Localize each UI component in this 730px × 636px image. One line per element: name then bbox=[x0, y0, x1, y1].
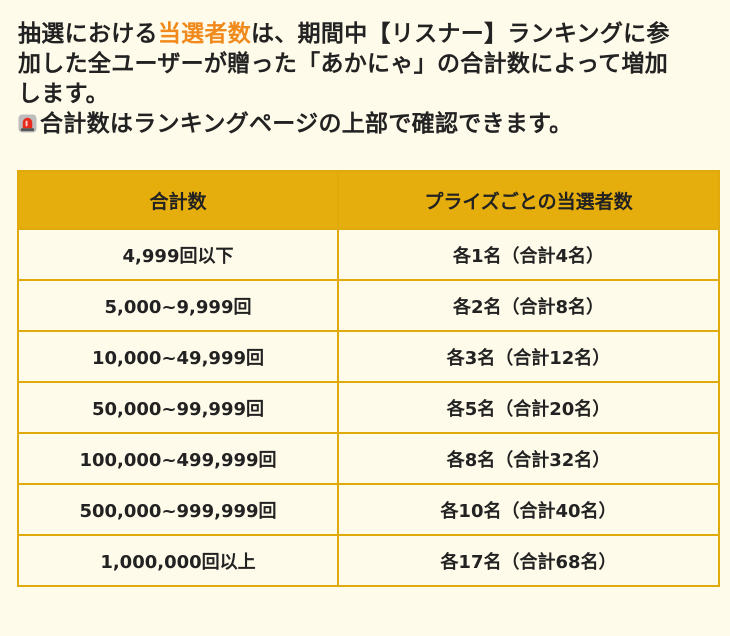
intro-line-1-pre: 抽選における bbox=[18, 21, 158, 47]
intro-line-1: 抽選における当選者数は、期間中【リスナー】ランキングに参 bbox=[18, 19, 723, 49]
ranking-note-text: 合計数はランキングページの上部で確認できます。 bbox=[40, 111, 573, 137]
intro-line-1-post: は、期間中【リスナー】ランキングに参 bbox=[251, 21, 670, 47]
winners-cell: 各5名（合計20名） bbox=[337, 381, 720, 434]
ranking-note: 合計数はランキングページの上部で確認できます。 bbox=[18, 109, 723, 139]
total-count-cell: 1,000,000回以上 bbox=[17, 534, 339, 587]
winners-table: 合計数 プライズごとの当選者数 4,999回以下 各1名（合計4名） 5,000… bbox=[17, 170, 720, 587]
intro-line-2: 加した全ユーザーが贈った「あかにゃ」の合計数によって増加 bbox=[18, 51, 669, 77]
winners-cell: 各3名（合計12名） bbox=[337, 330, 720, 383]
table-row: 5,000~9,999回 各2名（合計8名） bbox=[17, 279, 720, 332]
total-count-cell: 5,000~9,999回 bbox=[17, 279, 339, 332]
table-header-row: 合計数 プライズごとの当選者数 bbox=[17, 170, 720, 230]
siren-emoji-icon bbox=[18, 114, 37, 133]
total-count-cell: 50,000~99,999回 bbox=[17, 381, 339, 434]
total-count-cell: 10,000~49,999回 bbox=[17, 330, 339, 383]
table-row: 100,000~499,999回 各8名（合計32名） bbox=[17, 432, 720, 485]
winners-cell: 各2名（合計8名） bbox=[337, 279, 720, 332]
winners-cell: 各1名（合計4名） bbox=[337, 228, 720, 281]
total-count-cell: 4,999回以下 bbox=[17, 228, 339, 281]
table-row: 50,000~99,999回 各5名（合計20名） bbox=[17, 381, 720, 434]
winners-count-highlight: 当選者数 bbox=[157, 21, 252, 47]
winners-cell: 各8名（合計32名） bbox=[337, 432, 720, 485]
intro-line-3: します。 bbox=[18, 81, 109, 107]
winners-cell: 各17名（合計68名） bbox=[337, 534, 720, 587]
winners-cell: 各10名（合計40名） bbox=[337, 483, 720, 536]
total-count-cell: 100,000~499,999回 bbox=[17, 432, 339, 485]
lottery-explanation: 抽選における当選者数は、期間中【リスナー】ランキングに参 加した全ユーザーが贈っ… bbox=[18, 19, 723, 139]
table-row: 500,000~999,999回 各10名（合計40名） bbox=[17, 483, 720, 536]
table-row: 4,999回以下 各1名（合計4名） bbox=[17, 228, 720, 281]
header-total-count: 合計数 bbox=[17, 170, 339, 230]
total-count-cell: 500,000~999,999回 bbox=[17, 483, 339, 536]
header-winners-per-prize: プライズごとの当選者数 bbox=[337, 170, 720, 230]
table-row: 10,000~49,999回 各3名（合計12名） bbox=[17, 330, 720, 383]
table-row: 1,000,000回以上 各17名（合計68名） bbox=[17, 534, 720, 587]
